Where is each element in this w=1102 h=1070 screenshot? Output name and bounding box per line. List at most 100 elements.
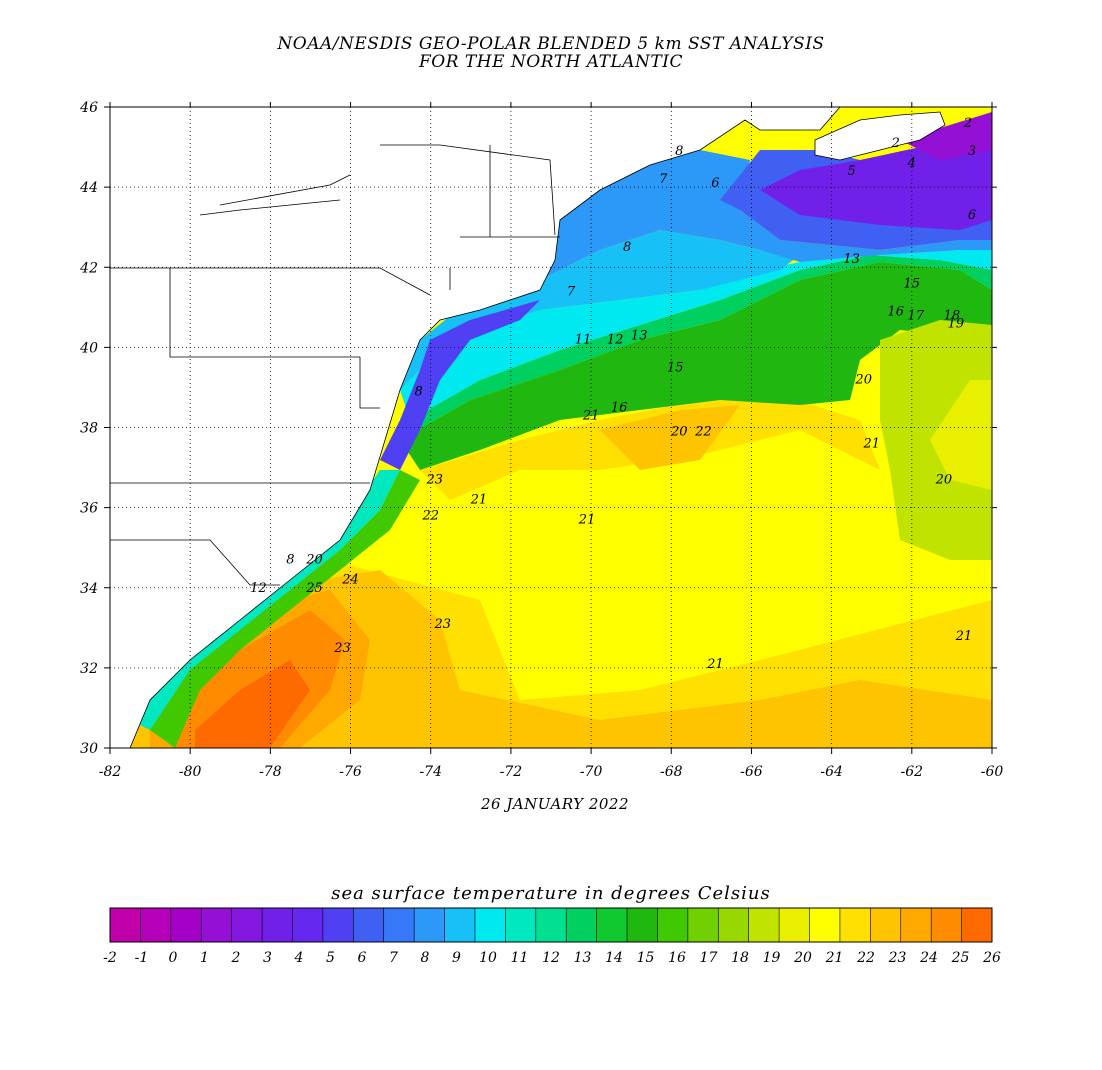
colorbar-label: -1 xyxy=(135,950,149,966)
colorbar-swatch xyxy=(627,908,658,942)
colorbar-swatch xyxy=(748,908,780,942)
lat-tick-label: 30 xyxy=(80,741,98,757)
colorbar-swatch xyxy=(201,908,233,942)
contour-label: 3 xyxy=(968,144,976,159)
sst-band-1 xyxy=(900,112,992,160)
contour-label: 17 xyxy=(908,308,925,323)
lon-tick-label: -68 xyxy=(660,764,683,780)
contour-label: 15 xyxy=(667,360,684,375)
colorbar-swatch xyxy=(961,908,993,942)
colorbar-label: 26 xyxy=(982,950,1001,966)
sst-band-coastal-green xyxy=(150,470,420,748)
lon-tick-label: -74 xyxy=(419,764,442,780)
colorbar-label: 1 xyxy=(200,950,209,966)
lon-tick-label: -64 xyxy=(820,764,843,780)
sst-band-20 xyxy=(930,380,992,490)
contour-label: 16 xyxy=(888,304,905,319)
colorbar-swatch xyxy=(353,908,385,942)
contour-label: 12 xyxy=(607,332,624,347)
lat-tick-label: 32 xyxy=(80,661,98,677)
contour-label: 22 xyxy=(421,509,439,524)
colorbar-label: 16 xyxy=(668,950,686,966)
contour-label: 20 xyxy=(305,553,323,568)
contour-label: 18 xyxy=(944,308,961,323)
contour-label: 6 xyxy=(968,208,976,223)
contour-label: 12 xyxy=(250,581,267,596)
map-title-line1: NOAA/NESDIS GEO-POLAR BLENDED 5 km SST A… xyxy=(277,34,825,54)
colorbar-swatch xyxy=(931,908,963,942)
lon-tick-label: -80 xyxy=(179,764,202,780)
colorbar-swatch xyxy=(535,908,567,942)
contour-label: 21 xyxy=(706,657,724,672)
colorbar-swatch xyxy=(505,908,537,942)
sst-band-15 xyxy=(400,262,992,470)
land-nova-scotia xyxy=(814,111,946,161)
colorbar-swatch xyxy=(262,908,293,942)
contour-label: 21 xyxy=(955,629,973,644)
colorbar-swatch xyxy=(170,908,202,942)
colorbar-label: 19 xyxy=(763,950,781,966)
contour-label: 8 xyxy=(623,240,631,255)
lon-tick-label: -62 xyxy=(901,764,924,780)
sst-band-6 xyxy=(470,150,992,300)
colorbar-label: 13 xyxy=(574,950,592,966)
colorbar-swatch xyxy=(687,908,719,942)
lon-tick-label: -78 xyxy=(259,764,282,780)
colorbar-label: 18 xyxy=(731,950,749,966)
colorbar-swatch xyxy=(140,908,172,942)
contour-label: 2 xyxy=(963,116,972,131)
lon-tick-label: -82 xyxy=(99,764,122,780)
colorbar-label: 3 xyxy=(263,950,272,966)
colorbar-label: 8 xyxy=(421,950,430,966)
contour-label: 11 xyxy=(575,332,592,347)
contour-label: 21 xyxy=(470,493,488,508)
colorbar-label: 12 xyxy=(542,950,560,966)
state-borders xyxy=(110,144,560,586)
sst-band-21 xyxy=(440,430,900,690)
colorbar-label: 2 xyxy=(231,950,241,966)
contour-label: 23 xyxy=(433,617,451,632)
colorbar-label: 4 xyxy=(294,950,304,966)
map-title-line2: FOR THE NORTH ATLANTIC xyxy=(419,52,683,72)
sst-band-10 xyxy=(400,250,992,420)
sst-band-26 xyxy=(195,660,310,748)
contour-label: 19 xyxy=(948,316,965,331)
map-gridlines xyxy=(110,107,992,748)
colorbar-swatch xyxy=(231,908,263,942)
contour-label: 6 xyxy=(711,176,719,191)
colorbar-swatch xyxy=(870,908,902,942)
contour-label: 20 xyxy=(854,372,872,387)
contour-label: 4 xyxy=(907,156,916,171)
contour-label: 25 xyxy=(305,581,323,596)
colorbar-label: -2 xyxy=(103,950,117,966)
lat-tick-label: 46 xyxy=(79,100,98,116)
colorbar-label: 0 xyxy=(169,950,178,966)
lon-tick-label: -66 xyxy=(740,764,763,780)
contour-label: 2 xyxy=(891,136,900,151)
colorbar-swatch xyxy=(110,908,141,942)
colorbar-label: 21 xyxy=(825,950,844,966)
colorbar-label: 7 xyxy=(389,950,398,966)
colorbar-swatch xyxy=(322,908,354,942)
colorbar-label: 14 xyxy=(605,950,623,966)
contour-label: 23 xyxy=(425,473,443,488)
colorbar-label: 22 xyxy=(856,950,875,966)
contour-label: 8 xyxy=(675,144,683,159)
lat-tick-label: 40 xyxy=(79,340,98,356)
contour-label: 13 xyxy=(631,328,648,343)
sst-color-field xyxy=(110,107,992,748)
colorbar-swatch xyxy=(444,908,476,942)
sst-band-23-north xyxy=(600,405,740,470)
colorbar-swatch xyxy=(566,908,598,942)
colorbar-label: 9 xyxy=(452,950,461,966)
colorbar-swatch xyxy=(839,908,871,942)
contour-label: 20 xyxy=(670,425,688,440)
colorbar-title: sea surface temperature in degrees Celsi… xyxy=(331,883,771,904)
colorbar-label: 5 xyxy=(326,950,335,966)
contour-label: 5 xyxy=(848,164,856,179)
lat-tick-label: 42 xyxy=(79,260,98,276)
colorbar-label: 17 xyxy=(700,950,718,966)
colorbar-label: 15 xyxy=(637,950,655,966)
lat-tick-label: 36 xyxy=(80,501,98,517)
